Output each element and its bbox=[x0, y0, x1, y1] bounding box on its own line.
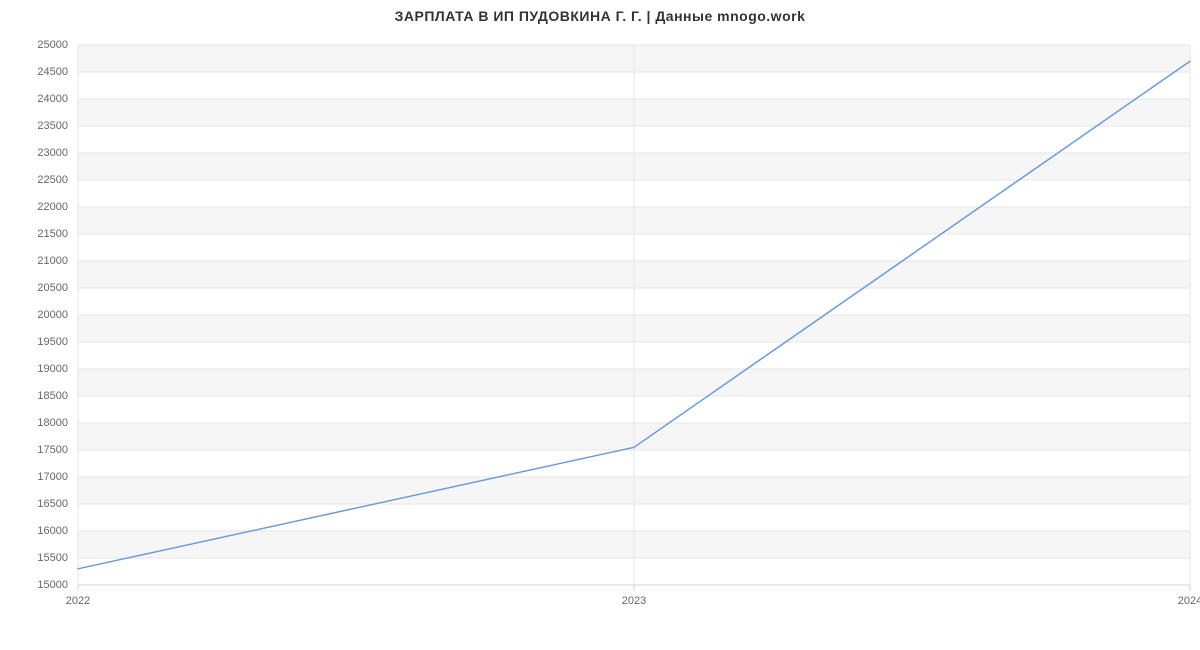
y-tick-label: 22000 bbox=[0, 201, 68, 213]
y-tick-label: 23500 bbox=[0, 120, 68, 132]
y-tick-label: 24500 bbox=[0, 66, 68, 78]
y-tick-label: 17500 bbox=[0, 444, 68, 456]
y-tick-label: 17000 bbox=[0, 471, 68, 483]
x-tick-label: 2024 bbox=[1178, 595, 1200, 607]
y-tick-label: 23000 bbox=[0, 147, 68, 159]
y-tick-label: 22500 bbox=[0, 174, 68, 186]
y-tick-label: 19000 bbox=[0, 363, 68, 375]
chart-svg bbox=[0, 0, 1200, 650]
y-tick-label: 20500 bbox=[0, 282, 68, 294]
y-tick-label: 19500 bbox=[0, 336, 68, 348]
y-tick-label: 24000 bbox=[0, 93, 68, 105]
y-tick-label: 15500 bbox=[0, 552, 68, 564]
salary-line-chart: ЗАРПЛАТА В ИП ПУДОВКИНА Г. Г. | Данные m… bbox=[0, 0, 1200, 650]
y-tick-label: 20000 bbox=[0, 309, 68, 321]
y-tick-label: 21500 bbox=[0, 228, 68, 240]
x-tick-label: 2022 bbox=[66, 595, 90, 607]
y-tick-label: 18500 bbox=[0, 390, 68, 402]
y-tick-label: 21000 bbox=[0, 255, 68, 267]
x-tick-label: 2023 bbox=[622, 595, 646, 607]
y-tick-label: 15000 bbox=[0, 579, 68, 591]
y-tick-label: 25000 bbox=[0, 39, 68, 51]
y-tick-label: 18000 bbox=[0, 417, 68, 429]
y-tick-label: 16500 bbox=[0, 498, 68, 510]
y-tick-label: 16000 bbox=[0, 525, 68, 537]
